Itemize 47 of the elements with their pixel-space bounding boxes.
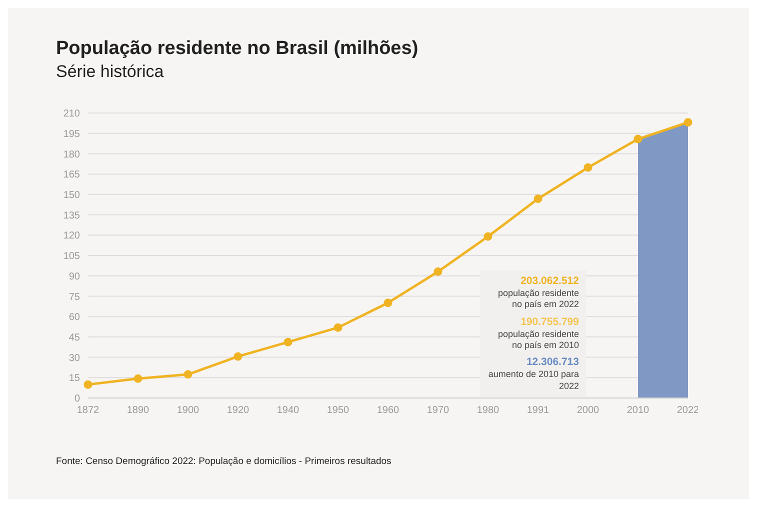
x-tick-label: 1960 [376, 405, 400, 416]
x-tick-label: 1950 [326, 405, 350, 416]
source-note: Fonte: Censo Demográfico 2022: População e domicílios - Primeiros resultados [56, 456, 392, 467]
chart-title: População residente no Brasil (milhões) [56, 38, 418, 60]
point [284, 338, 292, 346]
point [134, 374, 142, 383]
point [484, 232, 492, 241]
y-tick-label: 45 [68, 332, 80, 344]
y-tick-label: 120 [63, 230, 80, 242]
y-tick-label: 105 [63, 251, 80, 262]
annotation: 203.062.512 [520, 275, 579, 288]
x-tick-label: 1900 [176, 405, 200, 416]
point [584, 163, 592, 172]
x-tick-label: 1970 [426, 405, 450, 416]
annotation: 190.755.799 [520, 316, 579, 329]
point [434, 267, 442, 276]
x-tick-label: 1940 [276, 405, 300, 416]
point [234, 352, 242, 361]
x-tick-label: 1920 [226, 405, 250, 416]
annotation: 12.306.713 [525, 356, 579, 370]
point [534, 194, 542, 204]
point [334, 323, 342, 332]
y-tick-label: 75 [68, 292, 80, 303]
annotation: população residente no país em 2022 [496, 288, 579, 311]
x-tick-label: 1980 [476, 405, 500, 416]
point [184, 370, 192, 379]
y-tick-label: 15 [68, 373, 80, 384]
point [384, 298, 392, 308]
y-tick-label: 210 [63, 108, 80, 120]
y-tick-label: 30 [68, 352, 80, 364]
y-tick-label: 150 [63, 190, 80, 201]
x-tick-label: 2000 [576, 405, 600, 416]
y-tick-label: 0 [74, 394, 80, 405]
x-tick-label: 1872 [76, 405, 100, 416]
x-tick-label: 1890 [126, 405, 150, 416]
chart-subtitle: Série histórica [56, 62, 164, 82]
y-tick-label: 90 [68, 271, 80, 282]
x-tick-label: 2010 [626, 405, 650, 416]
annotation: aumento de 2010 para 2022 [487, 369, 579, 392]
y-tick-label: 195 [63, 128, 80, 140]
point [84, 380, 92, 389]
x-tick-label: 1991 [526, 405, 550, 416]
annotation: população residente no país em 2010 [496, 328, 579, 352]
y-tick-label: 135 [63, 210, 80, 222]
y-tick-label: 180 [63, 149, 80, 160]
y-tick-label: 165 [63, 170, 80, 181]
y-tick-label: 60 [68, 312, 80, 324]
